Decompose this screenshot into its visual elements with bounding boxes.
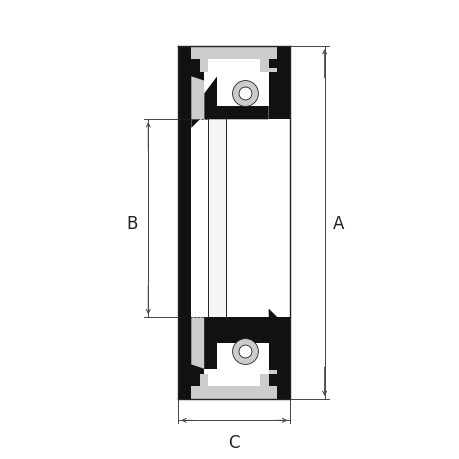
Polygon shape <box>178 386 290 399</box>
Polygon shape <box>208 374 259 386</box>
Polygon shape <box>191 47 277 60</box>
Polygon shape <box>191 60 204 120</box>
Circle shape <box>232 339 258 364</box>
Text: C: C <box>228 433 240 451</box>
Polygon shape <box>191 120 200 129</box>
Circle shape <box>239 345 252 358</box>
Text: B: B <box>126 214 138 232</box>
Polygon shape <box>204 77 268 120</box>
Circle shape <box>232 81 258 107</box>
Polygon shape <box>200 374 268 386</box>
Circle shape <box>239 88 252 101</box>
Polygon shape <box>191 386 277 399</box>
Polygon shape <box>268 318 277 386</box>
Polygon shape <box>208 60 259 73</box>
Polygon shape <box>191 77 204 120</box>
Polygon shape <box>191 318 204 369</box>
Polygon shape <box>268 309 277 318</box>
Polygon shape <box>208 120 225 318</box>
Text: A: A <box>332 214 344 232</box>
Polygon shape <box>191 318 204 386</box>
Polygon shape <box>178 47 290 60</box>
Polygon shape <box>178 47 191 120</box>
Polygon shape <box>268 370 277 374</box>
Polygon shape <box>204 318 268 369</box>
Polygon shape <box>268 68 277 73</box>
Polygon shape <box>200 60 268 73</box>
Polygon shape <box>217 77 268 107</box>
Polygon shape <box>217 343 268 369</box>
Polygon shape <box>277 318 290 399</box>
Polygon shape <box>178 120 191 318</box>
Polygon shape <box>277 47 290 120</box>
Polygon shape <box>268 60 277 120</box>
Polygon shape <box>178 318 191 399</box>
